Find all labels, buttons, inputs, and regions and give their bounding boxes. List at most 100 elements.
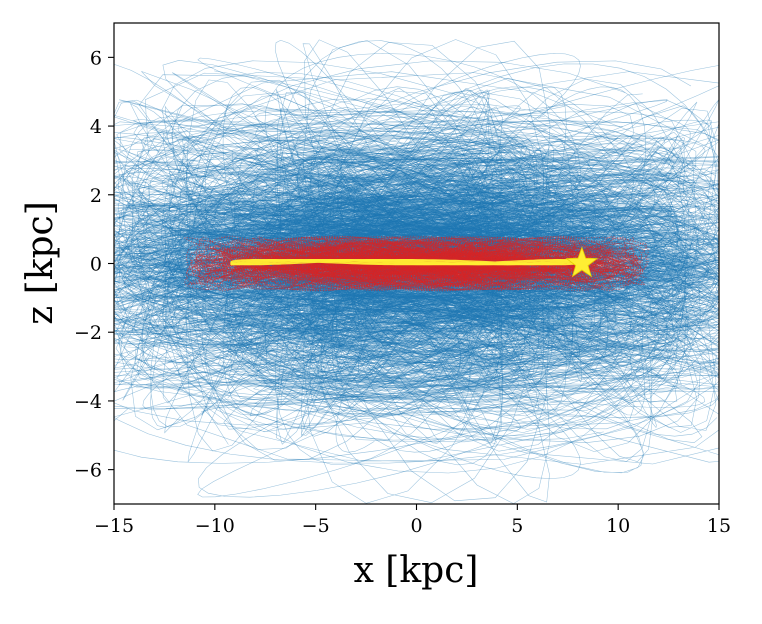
disk-orbit-line [214, 247, 619, 280]
halo-orbit-line [205, 196, 608, 367]
halo-orbit-line [248, 160, 541, 417]
halo-orbit-line [224, 193, 679, 316]
halo-orbit-line [114, 193, 610, 327]
halo-orbit-line [297, 230, 575, 333]
halo-orbit-line [313, 188, 559, 353]
halo-orbit-line [294, 174, 540, 383]
y-tick-label: −2 [74, 322, 102, 344]
halo-orbit-line [313, 199, 560, 332]
halo-orbit-line [114, 205, 670, 348]
halo-orbit-line [231, 202, 610, 320]
disk-orbit-line [212, 245, 621, 282]
halo-orbit-line [166, 164, 660, 364]
halo-orbit-line [147, 177, 695, 347]
halo-orbit-line [268, 248, 614, 307]
disk-orbit-line [235, 255, 598, 272]
halo-orbit-line [376, 188, 596, 362]
halo-orbit-line [260, 219, 548, 346]
halo-orbit-line [114, 228, 694, 320]
halo-orbit-line [359, 227, 483, 323]
halo-orbit-line [258, 206, 642, 311]
halo-orbit-line [114, 177, 689, 347]
halo-orbit-line [150, 98, 657, 429]
halo-orbit-line [307, 162, 472, 398]
halo-orbit-line [114, 156, 697, 386]
halo-orbit-line [173, 213, 719, 318]
halo-orbit-line [221, 192, 550, 343]
halo-orbit-line [114, 207, 719, 329]
halo-orbit-line [142, 191, 690, 350]
halo-orbit-line [122, 116, 573, 401]
halo-orbit-line [114, 191, 719, 365]
sun-orbit-line [230, 259, 583, 266]
halo-orbit-line [168, 206, 654, 315]
halo-orbit-line [164, 105, 717, 434]
halo-orbit-line [252, 135, 619, 395]
halo-orbit-line [138, 231, 691, 312]
halo-orbit-line [139, 205, 719, 324]
halo-orbit-line [248, 193, 578, 365]
disk-orbit-line [331, 253, 502, 274]
disk-orbit-line [235, 237, 597, 290]
halo-orbit-line [114, 242, 694, 311]
halo-orbit-line [114, 156, 719, 390]
halo-orbit-line [114, 65, 719, 464]
disk-orbit-line [198, 236, 635, 291]
halo-orbit-line [282, 198, 550, 366]
halo-orbit-line [345, 174, 579, 356]
halo-orbit-line [114, 232, 719, 279]
halo-orbit-line [199, 227, 588, 290]
halo-orbit-line [129, 101, 698, 431]
sun-orbit-series [230, 259, 583, 266]
y-tick-label: 2 [90, 185, 102, 207]
halo-orbit-line [223, 178, 686, 339]
halo-orbit-line [357, 156, 494, 379]
halo-orbit-line [309, 134, 520, 397]
x-axis: −15 −10 −5 0 5 10 15 [94, 504, 731, 537]
halo-orbit-line [376, 211, 522, 309]
halo-orbit-line [161, 158, 719, 365]
halo-orbit-line [322, 160, 582, 383]
halo-orbit-line [114, 110, 719, 419]
halo-orbit-line [114, 147, 719, 347]
halo-orbit-line [353, 105, 521, 432]
halo-orbit-line [138, 186, 719, 328]
halo-orbit-line [247, 245, 667, 282]
halo-orbit-line [114, 188, 611, 311]
halo-orbit-line [137, 131, 678, 381]
halo-orbit-line [182, 135, 686, 366]
halo-orbit-line [141, 154, 719, 376]
halo-orbit-line [224, 157, 700, 389]
halo-orbit-line [259, 158, 518, 382]
disk-orbit-line [292, 240, 541, 287]
x-tick-label: 5 [511, 515, 523, 537]
disk-orbits-series [183, 235, 649, 292]
halo-orbit-line [195, 175, 527, 387]
halo-orbit-line [122, 215, 692, 348]
disk-orbit-line [237, 243, 596, 284]
halo-orbit-line [207, 214, 719, 332]
halo-orbit-line [179, 125, 690, 416]
y-tick-label: −6 [74, 460, 102, 482]
disk-orbit-line [357, 248, 479, 279]
halo-orbit-line [114, 221, 719, 271]
halo-orbit-line [168, 145, 660, 364]
disk-orbit-line [211, 255, 622, 272]
halo-orbit-line [238, 222, 710, 320]
halo-orbit-line [325, 223, 531, 289]
disk-orbit-line [338, 253, 495, 274]
halo-orbit-line [207, 203, 618, 330]
halo-orbit-line [135, 203, 683, 297]
x-tick-label: 10 [606, 515, 630, 537]
disk-orbit-line [203, 256, 630, 271]
disk-orbit-line [195, 242, 638, 285]
halo-orbit-line [117, 113, 674, 441]
halo-orbit-line [162, 132, 687, 404]
halo-orbit-line [142, 119, 713, 411]
halo-orbit-line [114, 213, 719, 299]
halo-orbit-line [114, 147, 662, 377]
halo-orbit-line [114, 179, 719, 336]
halo-orbit-line [187, 91, 653, 463]
halo-orbit-line [271, 192, 610, 309]
halo-orbit-line [203, 152, 590, 351]
